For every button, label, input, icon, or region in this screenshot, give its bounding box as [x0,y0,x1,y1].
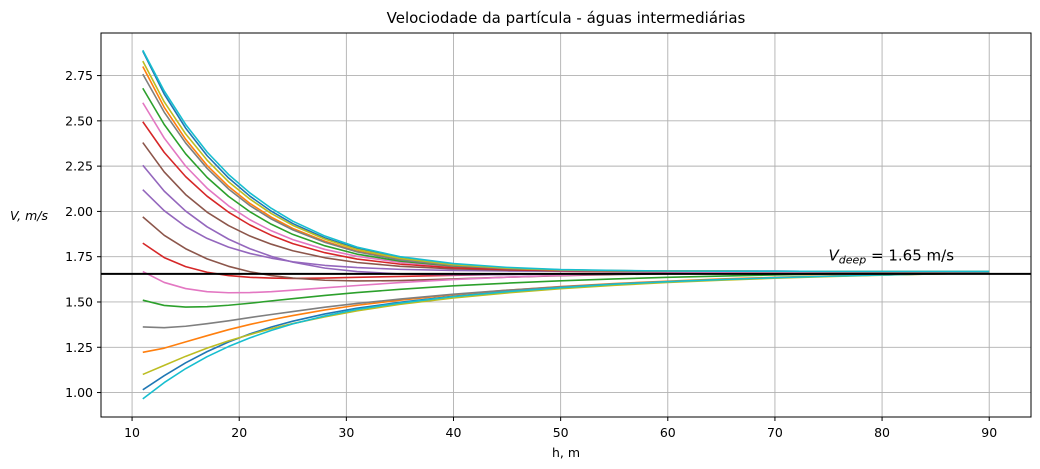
series-line-18 [142,73,990,273]
x-tick-label: 20 [231,425,247,440]
x-tick-label: 10 [124,425,140,440]
x-tick-label: 90 [981,425,997,440]
y-tick-label: 2.25 [65,159,93,174]
series-line-10 [142,272,990,400]
chart-title: Velociodade da partícula - águas interme… [387,9,746,27]
series-line-11 [142,50,990,273]
annotation-vdeep: Vdeep = 1.65 m/s [829,246,955,266]
y-tick-label: 2.50 [65,113,93,128]
y-tick-label: 2.75 [65,68,93,83]
y-tick-label: 1.00 [65,385,93,400]
x-tick-label: 80 [874,425,890,440]
y-tick-label: 1.50 [65,294,93,309]
y-tick-label: 1.25 [65,340,93,355]
x-axis: 10 20 30 40 50 60 70 80 90 [124,417,997,440]
series-line-12 [142,66,990,273]
y-tick-label: 1.75 [65,249,93,264]
series-line-7 [142,102,990,273]
series-line-20 [142,49,990,273]
x-tick-label: 70 [767,425,783,440]
y-axis: 1.00 1.25 1.50 1.75 2.00 2.25 2.50 2.75 [65,68,101,400]
grid [101,33,1031,417]
series-line-2 [142,271,990,354]
series-line-14 [142,121,990,273]
plot-frame [100,32,1032,418]
series-group [142,49,990,400]
x-tick-label: 50 [553,425,569,440]
y-axis-label: V, m/s [10,208,48,223]
x-tick-label: 30 [338,425,354,440]
y-tick-label: 2.00 [65,204,93,219]
x-tick-label: 40 [446,425,462,440]
x-tick-label: 60 [660,425,676,440]
x-axis-label: h, m [552,445,580,460]
